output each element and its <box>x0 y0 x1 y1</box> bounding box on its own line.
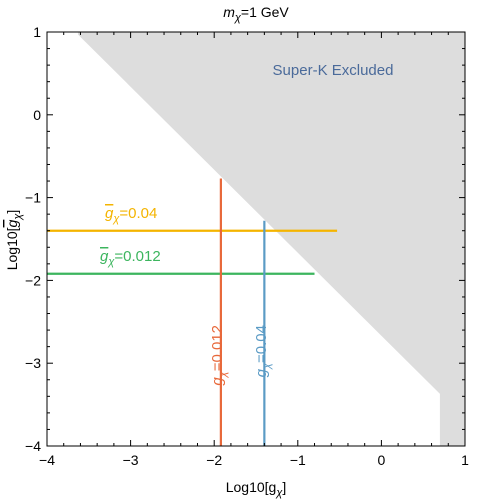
title-sub: χ <box>234 12 242 24</box>
excluded-region-label: Super-K Excluded <box>273 62 394 79</box>
title-prefix: m <box>223 4 235 20</box>
title-suffix: =1 GeV <box>241 4 290 20</box>
xlabel-prefix: Log10[g <box>226 479 277 495</box>
y-axis-label: Log10[gχ] <box>4 210 24 271</box>
x-tick-label-4: 0 <box>378 452 386 468</box>
x-tick-label-0: −4 <box>39 452 55 468</box>
ylabel-sub: χ <box>12 213 24 221</box>
y-tick-label-2: −2 <box>25 272 41 288</box>
series-label-1: gχ=0.012 <box>100 248 161 268</box>
xlabel-sub: χ <box>275 487 283 499</box>
xlabel-suffix: ] <box>282 479 286 495</box>
y-tick-label-3: −1 <box>25 190 41 206</box>
x-tick-label-5: 1 <box>461 452 469 468</box>
y-tick-label-0: −4 <box>25 438 41 454</box>
x-tick-label-1: −3 <box>123 452 139 468</box>
chart-title: mχ=1 GeV <box>223 4 289 24</box>
series-label-2: gχ=0.012 <box>209 325 229 386</box>
plot-area: Super-K Excluded gχ=0.04 gχ=0.012 gχ=0.012 g… <box>25 24 469 468</box>
ylabel-bar: g <box>4 219 20 227</box>
y-tick-label-5: 1 <box>33 24 41 40</box>
series-label-3: gχ=0.04 <box>253 325 273 377</box>
x-tick-label-3: −1 <box>290 452 306 468</box>
ylabel-prefix: Log10[ <box>4 227 20 270</box>
plot-frame <box>46 31 466 447</box>
ylabel-suffix: ] <box>4 210 20 214</box>
x-axis-label: Log10[gχ] <box>226 479 287 499</box>
excluded-region <box>77 32 465 446</box>
series-label-0: gχ=0.04 <box>105 205 157 225</box>
y-tick-label-1: −3 <box>25 355 41 371</box>
x-tick-label-2: −2 <box>206 452 222 468</box>
y-tick-label-4: 0 <box>33 107 41 123</box>
